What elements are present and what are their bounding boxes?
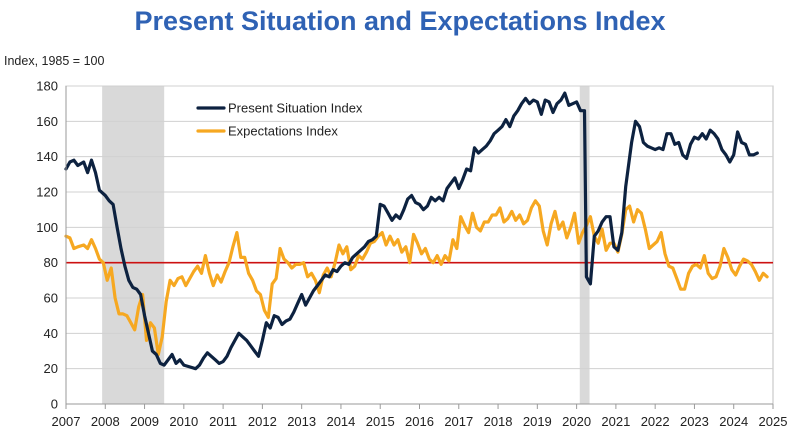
x-tick-label: 2023 bbox=[680, 414, 709, 429]
y-tick-label: 0 bbox=[51, 397, 58, 412]
chart-title: Present Situation and Expectations Index bbox=[134, 6, 666, 36]
y-tick-label: 40 bbox=[44, 326, 58, 341]
x-tick-label: 2010 bbox=[169, 414, 198, 429]
x-tick-label: 2016 bbox=[405, 414, 434, 429]
x-tick-label: 2014 bbox=[326, 414, 355, 429]
x-tick-label: 2008 bbox=[91, 414, 120, 429]
x-tick-label: 2011 bbox=[209, 414, 237, 429]
y-tick-label: 60 bbox=[44, 291, 58, 306]
series-line-present-situation bbox=[64, 91, 759, 371]
x-tick-label: 2013 bbox=[287, 414, 316, 429]
recession-band bbox=[102, 86, 165, 404]
series-lines bbox=[64, 91, 769, 371]
x-tick-label: 2025 bbox=[759, 414, 788, 429]
x-tick-label: 2019 bbox=[523, 414, 552, 429]
y-axis-unit-label: Index, 1985 = 100 bbox=[4, 54, 105, 68]
y-axis-ticks: 0 20 40 60 80 100 120 140 160 180 bbox=[36, 79, 67, 412]
x-tick-label: 2015 bbox=[366, 414, 395, 429]
y-tick-label: 100 bbox=[36, 220, 58, 235]
legend-label-expectations: Expectations Index bbox=[228, 124, 338, 139]
x-tick-label: 2009 bbox=[130, 414, 159, 429]
y-tick-label: 120 bbox=[36, 185, 58, 200]
series-line-expectations bbox=[64, 199, 769, 357]
y-tick-label: 140 bbox=[36, 149, 58, 164]
y-tick-label: 180 bbox=[36, 79, 58, 94]
x-tick-label: 2007 bbox=[52, 414, 81, 429]
y-tick-label: 160 bbox=[36, 114, 58, 129]
gridlines bbox=[66, 85, 773, 370]
legend: Present Situation Index Expectations Inde… bbox=[196, 101, 363, 139]
legend-label-present-situation: Present Situation Index bbox=[228, 101, 363, 116]
x-tick-label: 2012 bbox=[248, 414, 277, 429]
y-tick-label: 80 bbox=[44, 255, 58, 270]
x-axis-ticks: 2007 2008 2009 2010 2011 2012 2013 2014 2015 2016… bbox=[52, 403, 788, 429]
x-tick-label: 2024 bbox=[719, 414, 748, 429]
x-tick-label: 2021 bbox=[601, 414, 630, 429]
y-tick-label: 20 bbox=[44, 361, 58, 376]
x-tick-label: 2022 bbox=[641, 414, 670, 429]
x-tick-label: 2020 bbox=[562, 414, 591, 429]
x-tick-label: 2017 bbox=[444, 414, 473, 429]
x-tick-label: 2018 bbox=[484, 414, 513, 429]
